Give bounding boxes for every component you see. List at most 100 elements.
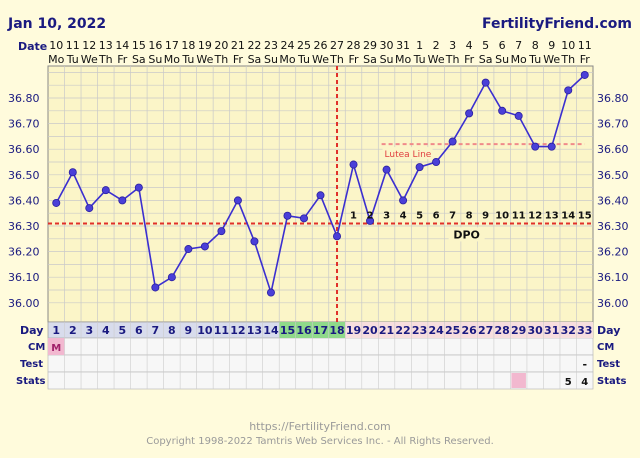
row-label-cm: CM (28, 342, 45, 353)
date-label: 20 (214, 39, 228, 52)
y-tick-label: 36.40 (597, 194, 629, 207)
weekday-label: Mo (164, 53, 180, 66)
cycle-day-label: 4 (102, 324, 110, 337)
dpo-number: 4 (400, 210, 407, 221)
dpo-number: 10 (495, 210, 509, 221)
weekday-label: Th (98, 53, 113, 66)
luteal-day-cell (378, 322, 395, 338)
footer-url[interactable]: https://FertilityFriend.com (249, 420, 391, 433)
temperature-point (432, 157, 441, 166)
luteal-day-cell (559, 322, 577, 338)
date-label: 30 (380, 39, 394, 52)
temperature-point (316, 191, 325, 200)
temperature-point (167, 273, 176, 282)
luteal-day-cell (493, 322, 511, 338)
cycle-day-label: 18 (329, 324, 344, 337)
cycle-day-label: 15 (280, 324, 295, 337)
cycle-day-label: 3 (85, 324, 93, 337)
weekday-label: Sa (479, 53, 493, 66)
cycle-day-label: 31 (544, 324, 559, 337)
weekday-label: We (428, 53, 445, 66)
temperature-point (498, 106, 507, 115)
cycle-day-label: 32 (561, 324, 576, 337)
cycle-day-label: 24 (428, 324, 444, 337)
weekday-label: Th (445, 53, 460, 66)
weekday-label: Fr (464, 53, 475, 66)
y-tick-label: 36.70 (597, 118, 629, 131)
weekday-label: Mo (395, 53, 411, 66)
dpo-number: 15 (578, 210, 592, 221)
weekday-label: Fr (117, 53, 128, 66)
weekday-label: Mo (511, 53, 527, 66)
date-label: 9 (548, 39, 555, 52)
dpo-number: 14 (561, 210, 575, 221)
row-label-stats: Stats (16, 376, 46, 387)
date-label: 26 (314, 39, 328, 52)
cycle-day-label: 20 (362, 324, 378, 337)
fertile-day-cell (279, 322, 296, 338)
temperature-point (514, 111, 523, 120)
date-label: 23 (264, 39, 278, 52)
cycle-day-label: 33 (577, 324, 592, 337)
temperature-point (118, 196, 127, 205)
date-label: 12 (82, 39, 96, 52)
data-row (47, 337, 594, 356)
stats-value: 5 (565, 377, 572, 388)
luteal-day-cell (361, 322, 379, 338)
date-label: 27 (330, 39, 344, 52)
date-label: 24 (280, 39, 294, 52)
row-label-test: Test (20, 359, 43, 370)
temperature-point (184, 245, 193, 254)
date-label: 31 (396, 39, 410, 52)
date-label: 6 (499, 39, 506, 52)
temperature-point (564, 86, 573, 95)
y-tick-label: 36.60 (597, 143, 629, 156)
luteal-day-cell (526, 322, 544, 338)
chart-date: Jan 10, 2022 (7, 16, 106, 32)
temperature-point (580, 70, 589, 79)
cycle-day-label: 5 (118, 324, 126, 337)
y-tick-label: 36.30 (597, 220, 629, 233)
y-tick-label: 36.00 (8, 297, 40, 310)
row-label-day-right: Day (597, 324, 620, 337)
date-label: 4 (466, 39, 473, 52)
temperature-point (415, 163, 424, 172)
cycle-day-label: 9 (185, 324, 193, 337)
fertile-day-cell (328, 322, 346, 338)
date-label: 14 (115, 39, 129, 52)
dpo-number: 12 (528, 210, 542, 221)
cycle-day-label: 1 (52, 324, 60, 337)
temperature-point (349, 160, 358, 169)
weekday-label: Th (214, 53, 229, 66)
weekday-label: Tu (66, 53, 79, 66)
temperature-point (283, 211, 292, 220)
weekday-label: Su (148, 53, 162, 66)
luteal-day-cell (510, 322, 527, 338)
dpo-number: 6 (433, 210, 440, 221)
date-label: 11 (578, 39, 592, 52)
dpo-label: DPO (453, 228, 480, 241)
weekday-label: Su (495, 53, 509, 66)
date-row-label: Date (18, 40, 47, 53)
weekday-label: We (196, 53, 213, 66)
date-label: 8 (532, 39, 539, 52)
luteal-day-cell (444, 322, 461, 338)
cycle-day-label: 16 (296, 324, 312, 337)
dpo-number: 2 (367, 210, 374, 221)
date-label: 13 (99, 39, 113, 52)
cycle-day-label: 21 (379, 324, 394, 337)
y-tick-label: 36.10 (597, 271, 629, 284)
fertile-day-cell (312, 322, 329, 338)
y-tick-label: 36.20 (8, 246, 40, 259)
luteal-day-cell (411, 322, 428, 338)
temperature-point (465, 109, 474, 118)
temperature-point (399, 196, 408, 205)
temperature-point (366, 216, 375, 225)
weekday-label: Mo (48, 53, 64, 66)
luteal-day-cell (477, 322, 494, 338)
cycle-day-label: 2 (69, 324, 77, 337)
cycle-day-label: 17 (313, 324, 328, 337)
test-value: - (582, 358, 587, 371)
temperature-point (134, 183, 143, 192)
date-label: 29 (363, 39, 377, 52)
